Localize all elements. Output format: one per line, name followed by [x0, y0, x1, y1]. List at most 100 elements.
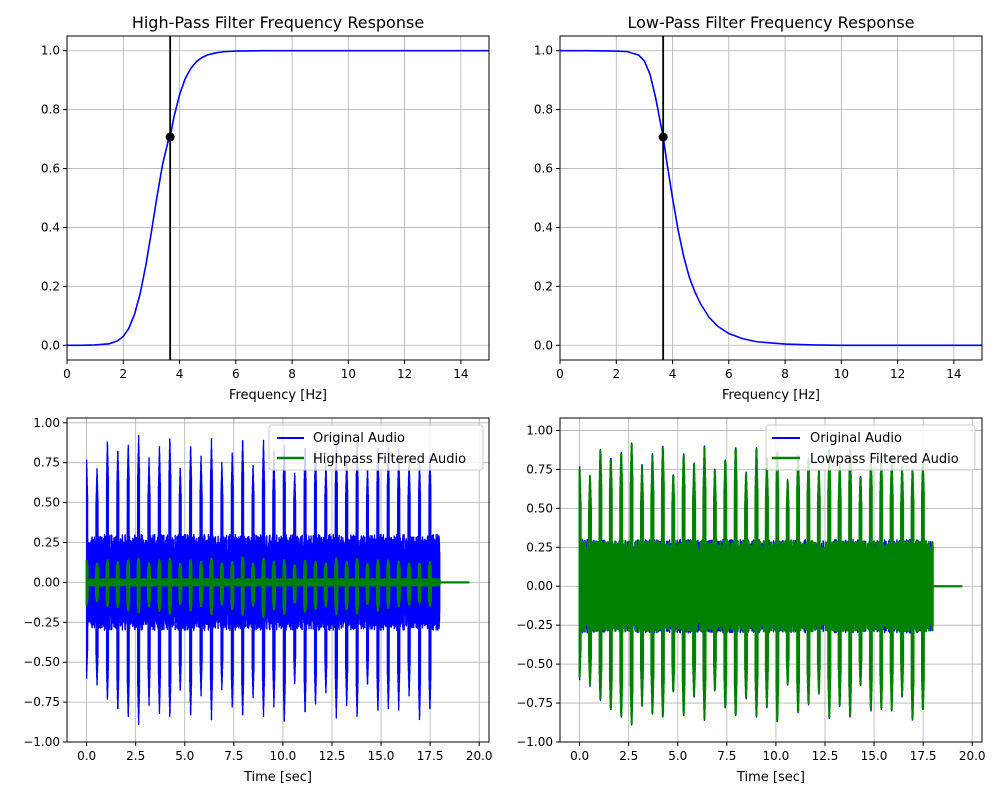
- ticks: 0.0 2.5 5.0 7.5 10.0 12.5 15.0 17.5 20.0 −1.00 −0.…: [516, 423, 985, 763]
- x-tick-label: 4: [176, 367, 184, 381]
- ticks: 0 2 4 6 8 10 12 14 0.0 0.2 0.4 0.6 0.8 1.0: [41, 44, 469, 381]
- x-tick-label: 7.5: [224, 749, 243, 763]
- x-tick-label: 2.5: [126, 749, 145, 763]
- x-tick-label: 10: [834, 367, 849, 381]
- legend-label-filtered: Lowpass Filtered Audio: [810, 452, 959, 467]
- legend-label-filtered: Highpass Filtered Audio: [313, 452, 466, 467]
- x-tick-label: 0.0: [77, 749, 96, 763]
- x-tick-label: 20.0: [959, 749, 986, 763]
- x-tick-label: 2.5: [619, 749, 638, 763]
- x-tick-label: 14: [946, 367, 961, 381]
- y-tick-label: −0.50: [23, 655, 60, 669]
- y-tick-label: −0.25: [516, 618, 553, 632]
- axes-frame: [559, 35, 983, 361]
- cutoff-point: [658, 132, 668, 142]
- x-tick-label: 8: [781, 367, 789, 381]
- x-axis-label: Frequency [Hz]: [229, 388, 327, 403]
- y-tick-label: 1.0: [534, 44, 553, 58]
- y-tick-label: −1.00: [23, 735, 60, 749]
- x-tick-label: 12: [397, 367, 412, 381]
- ticks: 0.0 2.5 5.0 7.5 10.0 12.5 15.0 17.5 20.0 −1.00 −0.…: [23, 416, 492, 763]
- y-tick-label: 0.4: [534, 220, 553, 234]
- y-tick-label: 0.2: [41, 279, 60, 293]
- y-tick-label: 1.0: [41, 44, 60, 58]
- y-tick-label: 1.00: [526, 423, 553, 437]
- y-tick-label: 0.00: [526, 579, 553, 593]
- y-tick-label: 1.00: [33, 416, 60, 430]
- plot-area: [578, 442, 963, 726]
- x-tick-label: 15.0: [861, 749, 888, 763]
- plot-area: [560, 36, 982, 360]
- x-tick-label: 4: [669, 367, 677, 381]
- y-tick-label: 0.25: [526, 540, 553, 554]
- x-tick-label: 10.0: [270, 749, 297, 763]
- y-tick-label: 0.0: [41, 338, 60, 352]
- x-tick-label: 12.5: [812, 749, 839, 763]
- x-tick-label: 0: [556, 367, 564, 381]
- y-tick-label: −0.50: [516, 657, 553, 671]
- y-tick-label: 0.0: [534, 338, 553, 352]
- x-tick-label: 7.5: [717, 749, 736, 763]
- x-tick-label: 6: [725, 367, 733, 381]
- legend: Original Audio Highpass Filtered Audio: [268, 424, 484, 471]
- y-tick-label: 0.4: [41, 220, 60, 234]
- plot-area: [85, 435, 470, 726]
- series-line-response: [560, 49, 982, 347]
- x-tick-label: 12: [890, 367, 905, 381]
- x-axis-label: Time [sec]: [243, 770, 312, 785]
- y-tick-label: −0.25: [23, 615, 60, 629]
- legend-box: [765, 424, 976, 471]
- panel-lowpass-audio: 0.0 2.5 5.0 7.5 10.0 12.5 15.0 17.5 20.0 −1.00 −0.…: [516, 417, 986, 785]
- series-line-filtered: [578, 443, 963, 725]
- y-tick-label: −0.75: [23, 695, 60, 709]
- legend-label-original: Original Audio: [313, 431, 405, 446]
- series-line-filtered: [85, 556, 470, 619]
- x-axis-label: Frequency [Hz]: [722, 388, 820, 403]
- x-axis-label: Time [sec]: [736, 770, 805, 785]
- x-tick-label: 10: [341, 367, 356, 381]
- panel-highpass-audio: 0.0 2.5 5.0 7.5 10.0 12.5 15.0 17.5 20.0 −1.00 −0.…: [23, 416, 492, 785]
- plot-area: [67, 36, 489, 360]
- chart-title: High-Pass Filter Frequency Response: [132, 13, 424, 32]
- y-tick-label: 0.50: [33, 496, 60, 510]
- x-tick-label: 17.5: [417, 749, 444, 763]
- y-tick-label: −1.00: [516, 735, 553, 749]
- panel-lowpass-response: Low-Pass Filter Frequency Response 0 2 4 6 8…: [534, 13, 983, 403]
- y-tick-label: 0.00: [33, 575, 60, 589]
- x-tick-label: 17.5: [910, 749, 937, 763]
- axes-frame: [66, 417, 490, 743]
- y-tick-label: 0.50: [526, 501, 553, 515]
- cutoff-point: [165, 132, 175, 142]
- axes-frame: [66, 35, 490, 361]
- x-tick-label: 20.0: [466, 749, 493, 763]
- x-tick-label: 10.0: [763, 749, 790, 763]
- y-tick-label: 0.8: [534, 103, 553, 117]
- x-tick-label: 5.0: [668, 749, 687, 763]
- x-tick-label: 12.5: [319, 749, 346, 763]
- legend-label-original: Original Audio: [810, 431, 902, 446]
- x-tick-label: 14: [453, 367, 468, 381]
- x-tick-label: 5.0: [175, 749, 194, 763]
- y-tick-label: 0.75: [33, 456, 60, 470]
- y-tick-label: 0.6: [534, 162, 553, 176]
- y-tick-label: 0.8: [41, 103, 60, 117]
- y-tick-label: 0.6: [41, 162, 60, 176]
- panel-highpass-response: High-Pass Filter Frequency Response 0 2 4 6…: [41, 13, 490, 403]
- x-tick-label: 8: [288, 367, 296, 381]
- legend-box: [268, 424, 484, 471]
- x-tick-label: 2: [119, 367, 127, 381]
- axes-frame: [559, 417, 983, 743]
- y-tick-label: 0.75: [526, 462, 553, 476]
- x-tick-label: 6: [232, 367, 240, 381]
- y-tick-label: −0.75: [516, 696, 553, 710]
- y-tick-label: 0.2: [534, 279, 553, 293]
- ticks: 0 2 4 6 8 10 12 14 0.0 0.2 0.4 0.6 0.8 1.0: [534, 44, 962, 381]
- x-tick-label: 0.0: [570, 749, 589, 763]
- x-tick-label: 0: [63, 367, 71, 381]
- legend: Original Audio Lowpass Filtered Audio: [765, 424, 976, 471]
- chart-title: Low-Pass Filter Frequency Response: [627, 13, 914, 32]
- y-tick-label: 0.25: [33, 535, 60, 549]
- x-tick-label: 2: [612, 367, 620, 381]
